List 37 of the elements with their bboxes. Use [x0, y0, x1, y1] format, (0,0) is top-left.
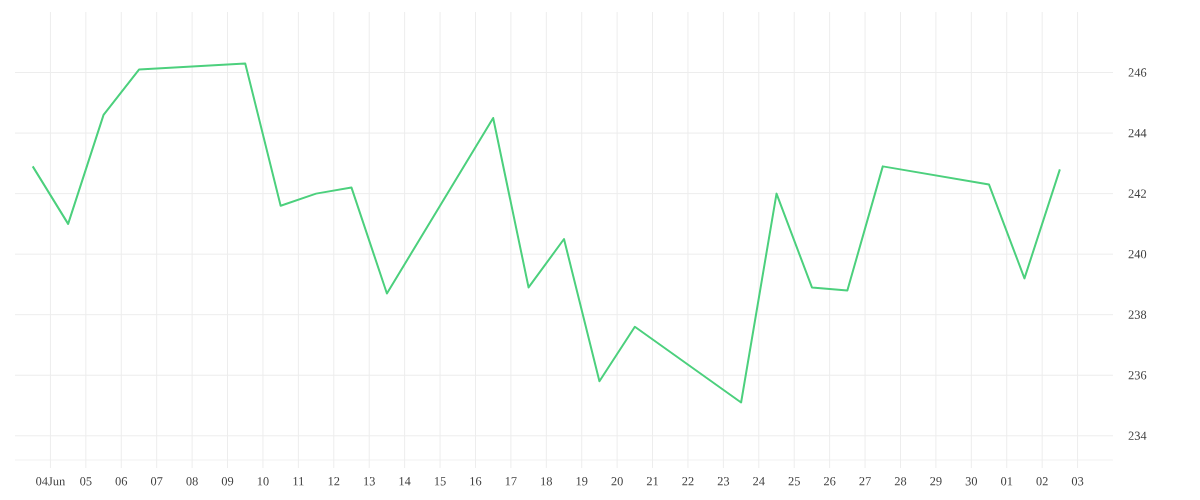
x-tick-label: 21 — [646, 477, 659, 486]
x-tick-label: 22 — [682, 477, 694, 486]
x-tick-label: 09 — [221, 477, 234, 486]
y-tick-label: 244 — [1128, 128, 1147, 138]
x-tick-label: 24 — [753, 477, 765, 486]
x-tick-label: 28 — [894, 477, 907, 486]
y-tick-label: 240 — [1128, 249, 1147, 259]
x-tick-label: 08 — [186, 477, 198, 486]
x-tick-label: 18 — [541, 477, 552, 486]
x-tick-label: 29 — [930, 477, 942, 486]
x-tick-label: 01 — [1001, 477, 1013, 486]
x-tick-label: 25 — [788, 477, 800, 486]
x-tick-label: 17 — [505, 477, 517, 486]
x-tick-label: 12 — [328, 477, 340, 486]
x-tick-label: 19 — [576, 477, 588, 486]
x-tick-label: 06 — [115, 477, 128, 486]
x-tick-label: 20 — [611, 477, 623, 486]
y-tick-label: 234 — [1128, 431, 1147, 440]
x-tick-label: 16 — [470, 477, 482, 486]
x-tick-label: 02 — [1036, 477, 1048, 486]
x-tick-label: 27 — [859, 477, 871, 486]
x-tick-label: 26 — [823, 477, 836, 486]
x-tick-label: 13 — [364, 477, 375, 486]
x-tick-label: 10 — [257, 477, 269, 486]
y-tick-label: 236 — [1128, 371, 1147, 380]
x-tick-label: 05 — [80, 477, 92, 486]
x-tick-label: 03 — [1071, 477, 1084, 486]
x-tick-label: 15 — [434, 477, 446, 486]
x-tick-label: 14 — [399, 477, 411, 486]
x-tick-label: 11 — [293, 477, 304, 486]
x-tick-label: 23 — [717, 477, 730, 486]
x-tick-label: 07 — [150, 477, 163, 486]
x-tick-label: 04Jun — [36, 477, 66, 486]
y-tick-label: 246 — [1128, 68, 1147, 77]
y-tick-label: 238 — [1128, 310, 1147, 319]
x-tick-label: 30 — [965, 477, 978, 486]
y-tick-label: 242 — [1128, 189, 1146, 198]
